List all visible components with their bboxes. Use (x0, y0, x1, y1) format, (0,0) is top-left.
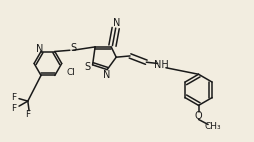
Text: N: N (103, 70, 111, 80)
Text: Cl: Cl (66, 68, 75, 77)
Text: S: S (70, 43, 76, 53)
Text: O: O (195, 111, 202, 121)
Text: F: F (11, 93, 17, 102)
Text: NH: NH (154, 60, 169, 70)
Text: N: N (36, 44, 43, 55)
Text: F: F (25, 110, 30, 119)
Text: S: S (84, 62, 90, 72)
Text: N: N (113, 18, 120, 28)
Text: F: F (11, 104, 17, 113)
Text: CH₃: CH₃ (205, 123, 221, 131)
